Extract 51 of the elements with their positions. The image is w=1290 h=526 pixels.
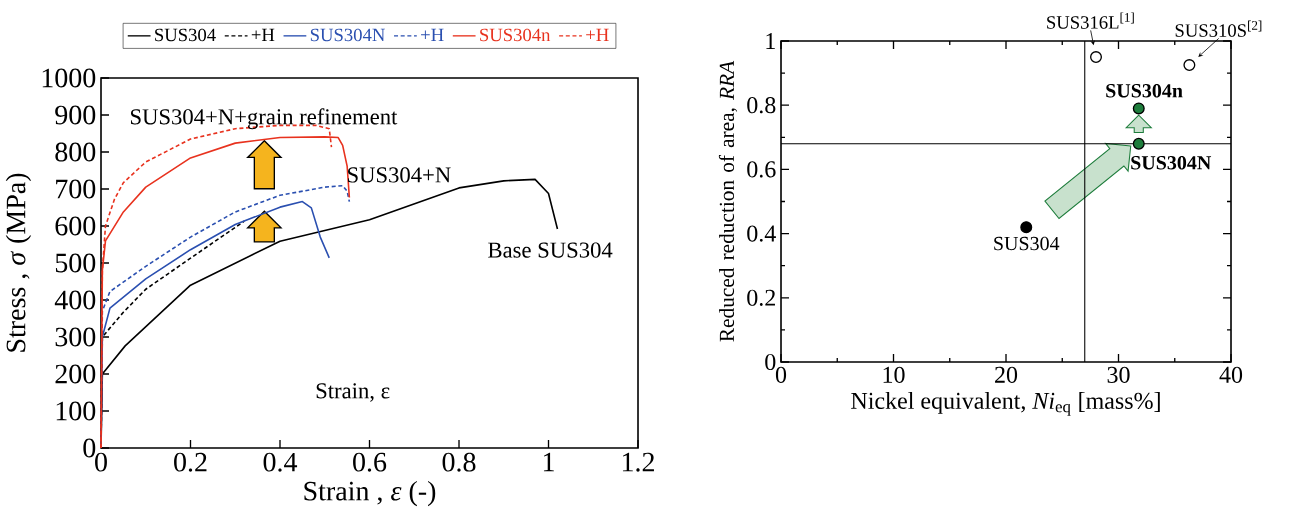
x-tick-label: 0.8 — [442, 452, 476, 472]
x-tick-label: 0.6 — [353, 452, 387, 472]
legend-label: +H — [251, 28, 275, 41]
x-tick-label: 20 — [995, 366, 1018, 383]
y-tick-label: 100 — [56, 401, 96, 421]
annotation: SUS304+N+grain refinement — [130, 108, 398, 130]
annotation: SUS310S$^{[2]}$ — [1175, 20, 1262, 37]
y-tick-label: 1 — [766, 33, 775, 49]
x-tick-label: 1.2 — [622, 452, 654, 472]
y-tick-label: 0 — [83, 438, 96, 458]
y-axis-title: Stress , σ (MPa) — [5, 173, 32, 352]
y-tick-label: 500 — [55, 253, 96, 273]
x-axis-title: Strain , ε (-) — [304, 480, 436, 507]
point — [1132, 102, 1145, 115]
legend-label: +H — [586, 28, 609, 41]
y-tick-label: 200 — [55, 364, 96, 384]
y-tick-label: 0 — [765, 353, 776, 371]
annotation: SUS304N — [1131, 155, 1212, 170]
y-tick-label: 800 — [55, 142, 96, 162]
y-tick-label: 700 — [56, 179, 96, 199]
point — [1132, 137, 1145, 150]
point — [1020, 221, 1033, 234]
x-tick-label: 0.2 — [174, 452, 207, 472]
annotation: SUS304+N — [348, 167, 451, 183]
y-tick-label: 400 — [54, 290, 96, 310]
y-tick-label: 0.6 — [747, 161, 776, 178]
y-tick-label: 0.4 — [747, 225, 776, 242]
y-axis-title: Reduced reduction of area, RRA — [718, 60, 738, 342]
x-tick-label: 0.4 — [263, 452, 298, 472]
x-tick-label: 40 — [1219, 366, 1243, 383]
legend-label: SUS304n — [480, 28, 551, 42]
y-tick-label: 300 — [55, 327, 96, 347]
point — [1090, 51, 1103, 64]
x-tick-label: 10 — [883, 366, 905, 383]
annotation: Base SUS304 — [488, 242, 613, 258]
y-tick-label: 1000 — [42, 68, 96, 88]
legend-label: +H — [421, 28, 444, 41]
legend-label: SUS304N — [310, 28, 385, 42]
y-tick-label: 0.2 — [747, 289, 775, 306]
x-tick-label: 1 — [543, 452, 554, 472]
y-tick-label: 600 — [55, 216, 96, 236]
annotation: Strain, ε — [316, 383, 390, 402]
annotation: SUS304n — [1106, 83, 1183, 98]
annotation: SUS304 — [994, 236, 1060, 251]
point — [1183, 59, 1196, 72]
annotation: SUS316L$^{[1]}$ — [1047, 12, 1134, 29]
x-tick-label: 30 — [1107, 366, 1130, 383]
y-tick-label: 0.8 — [747, 97, 776, 114]
legend-label: SUS304 — [155, 28, 216, 42]
y-tick-label: 900 — [55, 105, 96, 125]
x-axis-title: Nickel equivalent, Ni$_{eq}$ [mass%] — [851, 392, 1160, 416]
